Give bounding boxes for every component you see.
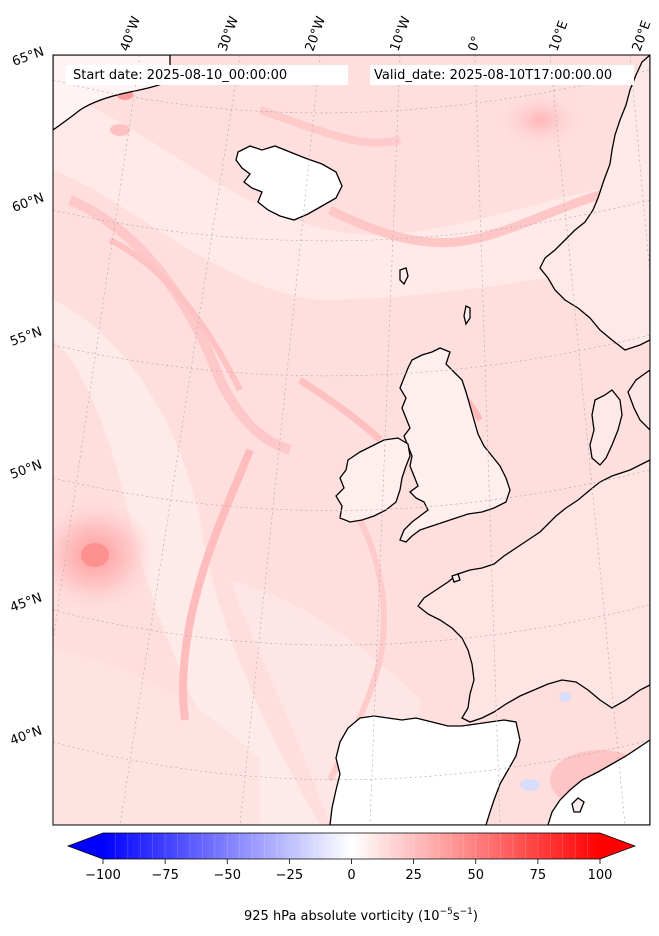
lat-label-45n: 45°N	[8, 590, 44, 615]
colorbar-max-extend	[600, 833, 635, 859]
graticule	[53, 55, 650, 825]
colorbar-tick-label: −75	[151, 868, 178, 883]
channel-islands-outline	[451, 573, 461, 583]
lon-label-20e: 20°E	[630, 19, 655, 54]
ireland-outline	[335, 437, 411, 523]
colorbar-min-extend	[68, 833, 103, 859]
norway-outline	[539, 55, 650, 351]
colorbar-tick-label: 25	[405, 868, 422, 883]
start-date-label: Start date: 2025-08-10_00:00:00	[73, 68, 287, 83]
colorbar-tick-label: −100	[85, 868, 121, 883]
lon-label-30w: 30°W	[216, 14, 242, 53]
latitude-labels: 65°N 60°N 55°N 50°N 45°N 40°N	[8, 44, 46, 748]
colorbar-tick-label: 50	[467, 868, 484, 883]
colorbar-tick-label: −25	[276, 868, 303, 883]
colorbar: −100 −75 −50 −25 0 25 50 75 100	[66, 832, 637, 883]
sweden-outline	[627, 369, 650, 431]
iceland-outline	[235, 145, 343, 221]
faroe-islands-outline	[399, 267, 409, 286]
shetland-outline	[463, 305, 471, 326]
colorbar-tick-label: 100	[588, 868, 613, 883]
colorbar-gradient	[103, 833, 600, 859]
longitude-labels: 40°W 30°W 20°W 10°W 0° 10°E 20°E	[118, 14, 655, 53]
spain-portugal-outline	[329, 715, 521, 825]
lat-label-40n: 40°N	[8, 723, 44, 748]
lon-label-0: 0°	[466, 34, 485, 53]
lat-label-65n: 65°N	[10, 44, 46, 69]
lat-label-60n: 60°N	[10, 190, 46, 215]
colorbar-tick-label: 0	[347, 868, 355, 883]
colorbar-label: 925 hPa absolute vorticity (10−5s−1)	[244, 907, 478, 924]
lat-label-55n: 55°N	[8, 324, 44, 349]
colorbar-tick-label: −50	[214, 868, 241, 883]
lat-label-50n: 50°N	[8, 457, 44, 482]
map-frame	[52, 54, 651, 826]
colorbar-steps	[115, 833, 588, 859]
corsica-outline	[571, 797, 585, 813]
france-outline	[417, 459, 650, 723]
denmark-outline	[589, 389, 623, 466]
lon-label-10w: 10°W	[388, 14, 414, 53]
colorbar-tick-label: 75	[530, 868, 547, 883]
vorticity-field	[53, 55, 650, 825]
land-outlines	[53, 55, 650, 825]
great-britain-outline	[399, 347, 511, 543]
valid-date-label: Valid_date: 2025-08-10T17:00:00.00	[374, 68, 612, 83]
lon-label-40w: 40°W	[118, 14, 144, 53]
lon-label-10e: 10°E	[547, 19, 572, 54]
lon-label-20w: 20°W	[303, 14, 329, 53]
colorbar-ticks: −100 −75 −50 −25 0 25 50 75 100	[85, 859, 612, 883]
